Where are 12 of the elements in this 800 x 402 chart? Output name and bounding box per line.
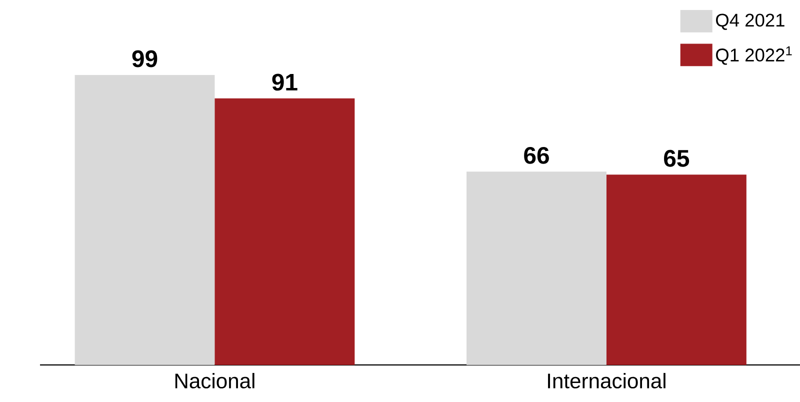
bar bbox=[466, 172, 606, 365]
bar bbox=[74, 75, 215, 365]
data-label: 66 bbox=[524, 146, 549, 164]
data-label: 91 bbox=[272, 74, 298, 91]
bar bbox=[214, 98, 355, 365]
data-label: 99 bbox=[132, 50, 158, 68]
bar bbox=[606, 174, 746, 365]
x-tick-label: Internacional bbox=[548, 372, 666, 388]
x-tick-label: Nacional bbox=[175, 372, 254, 388]
legend-label: Q4 2021 bbox=[716, 14, 784, 30]
legend-label: Q1 2022$^{1}$ bbox=[716, 46, 792, 65]
data-label: 65 bbox=[664, 150, 690, 167]
